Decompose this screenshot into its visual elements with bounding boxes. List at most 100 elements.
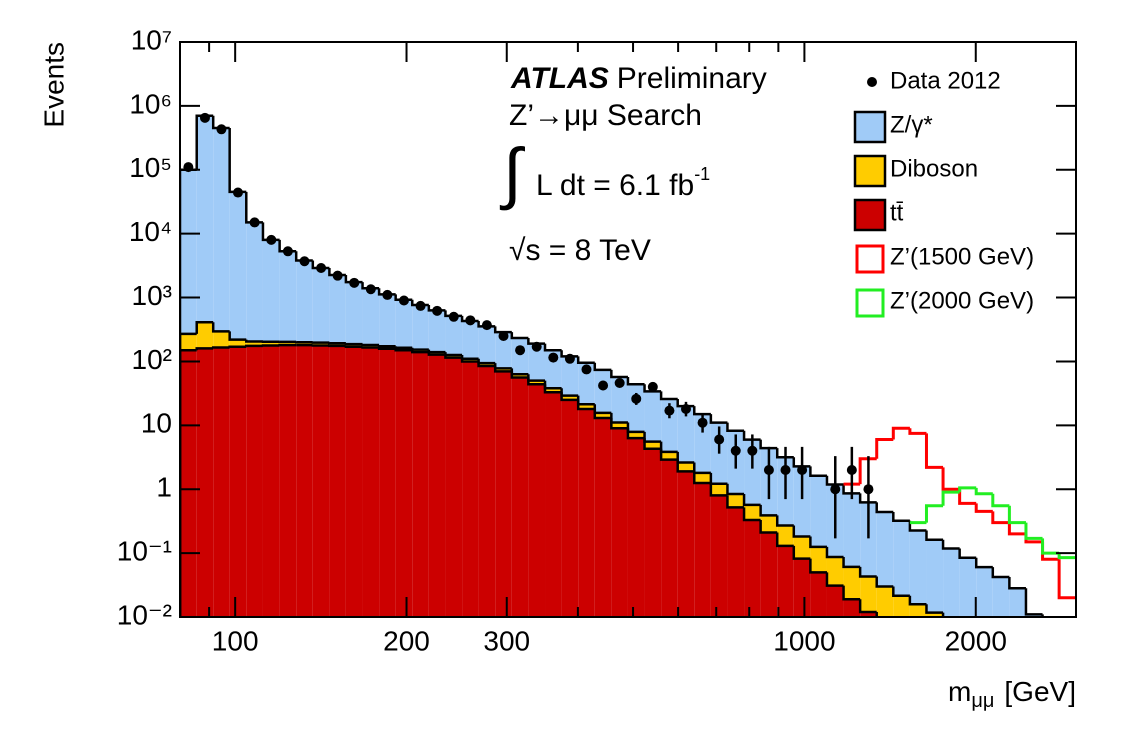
signal-line	[958, 486, 977, 493]
stack-outline	[742, 507, 761, 522]
histogram-bar	[180, 169, 197, 334]
histogram-bar	[445, 315, 463, 356]
x-tick-label: 100	[212, 625, 259, 656]
histogram-bar	[495, 332, 512, 369]
signal-line	[941, 467, 960, 491]
histogram-bar	[594, 412, 612, 419]
y-tick-label: 10⁻¹	[117, 536, 172, 567]
histogram-bar	[976, 567, 993, 617]
stack-outline	[858, 493, 877, 504]
stack-outline	[726, 495, 745, 509]
stack-outline	[842, 556, 861, 569]
histogram-bar	[611, 376, 628, 423]
stack-outline	[377, 344, 396, 348]
histogram-bar	[644, 391, 662, 442]
histogram-bar	[860, 611, 877, 617]
stack-outline	[991, 567, 1010, 579]
data-point	[216, 124, 227, 135]
stack-outline	[576, 356, 595, 365]
histogram-bar	[594, 369, 612, 413]
stack-outline	[825, 546, 844, 559]
stack-outline	[411, 347, 429, 351]
stack-outline	[228, 345, 247, 348]
histogram-bar	[345, 346, 363, 617]
histogram-bar	[246, 341, 263, 346]
histogram-bar	[744, 519, 761, 617]
stack-outline	[344, 342, 363, 346]
data-point	[598, 380, 609, 391]
signal-line	[1057, 553, 1076, 560]
stack-outline	[593, 404, 612, 415]
histogram-bar	[279, 341, 297, 346]
histogram-bar	[462, 361, 479, 617]
legend-swatch	[855, 288, 885, 318]
stack-outline	[693, 406, 711, 416]
x-label-main: m	[948, 676, 971, 707]
histogram-bar	[379, 348, 396, 617]
stack-outline	[427, 349, 446, 354]
y-tick-label: 10⁻²	[117, 599, 172, 630]
stack-outline	[195, 321, 214, 334]
histogram-bar	[1009, 588, 1026, 617]
data-point	[863, 484, 874, 495]
histogram-bar	[362, 344, 380, 348]
histogram-bar	[677, 406, 695, 463]
histogram-bar	[760, 532, 778, 617]
histogram-bar	[644, 448, 662, 617]
x-label-sub: μμ	[971, 690, 994, 712]
signal-line	[891, 426, 910, 440]
histogram-bar	[213, 347, 230, 617]
histogram-bar	[1025, 614, 1043, 617]
data-point	[465, 315, 476, 326]
signal-line	[1007, 505, 1026, 525]
histogram-bar	[661, 451, 678, 460]
legend-marker	[867, 77, 877, 87]
histogram-bar	[478, 326, 496, 364]
stack-outline	[908, 595, 927, 606]
stack-outline	[792, 525, 811, 538]
stack-outline	[825, 475, 844, 486]
histogram-bar	[860, 576, 877, 612]
stack-outline	[676, 451, 695, 464]
histogram-bar	[395, 350, 413, 617]
legend-label: Data 2012	[890, 67, 1001, 94]
signal-line	[908, 428, 927, 435]
histogram-bar	[296, 260, 313, 343]
histogram-bar	[611, 422, 628, 429]
data-point	[299, 256, 310, 267]
histogram-bar	[578, 362, 595, 405]
x-tick-label: 1000	[773, 625, 835, 656]
histogram-bar	[810, 475, 827, 547]
data-point	[697, 417, 708, 428]
experiment-label: ATLAS Preliminary	[510, 62, 767, 95]
histogram-bar	[694, 472, 711, 484]
histogram-bar	[694, 414, 711, 473]
stack-outline	[842, 585, 861, 601]
histogram-bar	[379, 294, 396, 347]
histogram-bar	[180, 333, 197, 351]
stack-outline	[610, 369, 628, 379]
histogram-bar	[843, 493, 861, 567]
histogram-bar	[213, 331, 230, 348]
data-point	[316, 263, 327, 274]
data-point	[680, 404, 691, 415]
histogram-bar	[312, 268, 330, 343]
signal-line	[974, 503, 993, 513]
x-axis-label: mμμ [GeV]	[948, 676, 1076, 712]
histogram-bar	[926, 539, 944, 613]
stack-outline	[693, 471, 711, 485]
data-point	[232, 187, 243, 198]
histogram-bar	[379, 346, 396, 349]
histogram-bar	[644, 441, 662, 449]
histogram-bar	[462, 320, 479, 359]
stack-outline	[1024, 588, 1043, 616]
stack-outline	[726, 422, 745, 432]
stack-outline	[610, 412, 628, 424]
stack-outline	[759, 439, 778, 450]
histogram-bar	[594, 418, 612, 617]
histogram-bar	[561, 395, 579, 400]
stack-outline	[858, 599, 877, 614]
histogram-bar	[262, 345, 280, 617]
status: Preliminary	[617, 62, 767, 95]
data-point	[481, 320, 492, 331]
